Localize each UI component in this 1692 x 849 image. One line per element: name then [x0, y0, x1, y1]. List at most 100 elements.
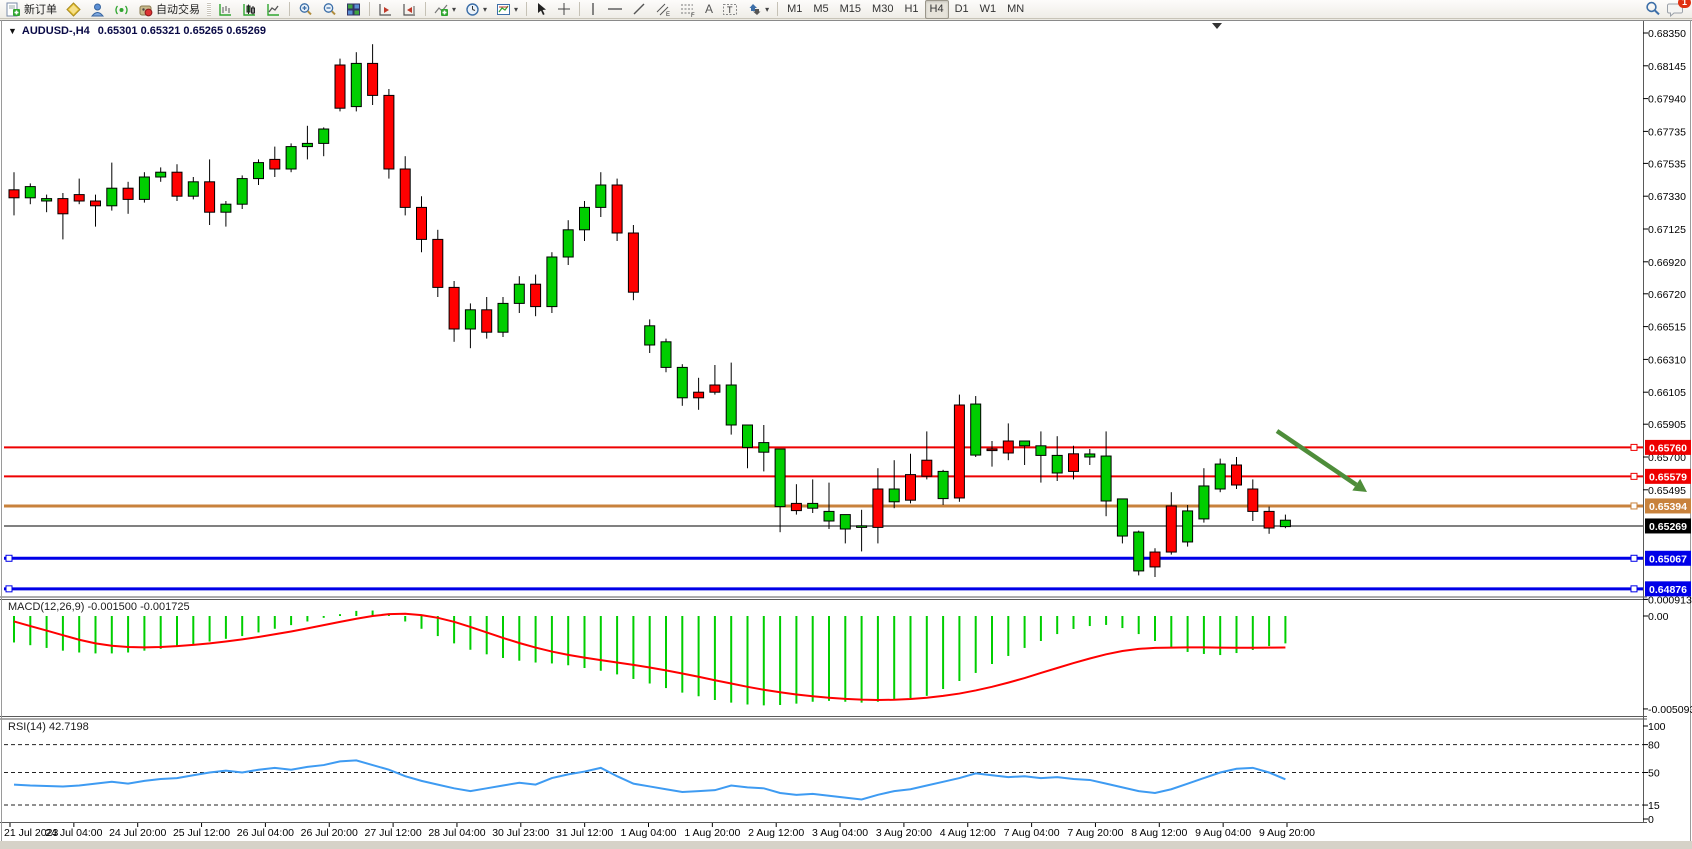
bar-chart-button[interactable]: [214, 0, 237, 19]
candle-body: [1035, 445, 1047, 456]
templates-button[interactable]: ▾: [492, 0, 522, 19]
timeframe-M1[interactable]: M1: [787, 2, 803, 15]
timeframe-H1[interactable]: H1: [904, 2, 919, 15]
line-handle: [1630, 443, 1638, 451]
candle-body: [1198, 485, 1210, 520]
time-axis-label: 3 Aug 20:00: [876, 827, 932, 839]
periods-button[interactable]: ▾: [461, 0, 491, 19]
signals-button[interactable]: [110, 0, 133, 19]
candle-body: [986, 448, 998, 452]
candle-body: [595, 184, 607, 208]
candle-body: [660, 341, 672, 368]
timeframe-D1[interactable]: D1: [954, 2, 969, 15]
candle-body: [1116, 498, 1128, 537]
candle-body: [220, 203, 232, 213]
line-handle: [1630, 472, 1638, 480]
candle-body: [742, 424, 753, 448]
time-axis-label: 26 Jul 20:00: [301, 827, 358, 839]
timeframe-H4[interactable]: H4: [924, 0, 949, 19]
notifications-button[interactable]: 1: [1667, 0, 1691, 17]
text-button[interactable]: A: [701, 0, 717, 19]
toolbar-separator: [425, 2, 426, 16]
candle-body: [921, 459, 933, 477]
timeframe-MN[interactable]: MN: [1007, 2, 1025, 15]
new-order-button[interactable]: 新订单: [2, 0, 61, 19]
fibonacci-button[interactable]: F: [676, 0, 700, 19]
dropdown-caret-icon: ▾: [452, 4, 457, 14]
zoom-out-button[interactable]: [318, 0, 341, 19]
time-axis-label: 4 Aug 12:00: [940, 827, 996, 839]
time-axis-label: 7 Aug 20:00: [1067, 827, 1123, 839]
candle-body: [383, 94, 395, 170]
cursor-button[interactable]: [531, 0, 552, 19]
line-chart-button[interactable]: [262, 0, 285, 19]
metaeditor-button[interactable]: [62, 0, 85, 19]
candle-body: [1263, 510, 1275, 529]
autotrading-button[interactable]: 自动交易: [134, 0, 204, 19]
candlestick-chart-button[interactable]: [238, 0, 261, 19]
candle-body: [497, 302, 509, 333]
candle-body: [481, 309, 493, 333]
trendline-button[interactable]: [628, 0, 650, 19]
price-badge-label: 0.65067: [1649, 553, 1687, 565]
candle-body: [73, 194, 85, 202]
person-icon: [90, 3, 105, 16]
candle-body: [888, 488, 900, 503]
candle-body: [8, 189, 20, 199]
macd-signal-line: [13, 612, 1286, 701]
price-badge-label: 0.64876: [1649, 584, 1687, 596]
macd-main-value: -0.001500: [87, 601, 138, 613]
price-badge-label: 0.65579: [1649, 471, 1687, 483]
zoom-in-icon: [299, 2, 312, 15]
symbol-timeframe-label: AUDUSD-,H4: [21, 25, 90, 37]
indicators-button[interactable]: ▾: [430, 0, 460, 19]
zoom-in-button[interactable]: [294, 0, 317, 19]
price-badge: [1645, 581, 1691, 597]
price-axis-label: 0.65495: [1648, 485, 1686, 497]
toolbar-separator: [579, 2, 581, 16]
chart-shift-button[interactable]: [398, 0, 421, 19]
chevron-down-icon[interactable]: ▼: [8, 26, 17, 36]
timeframe-W1[interactable]: W1: [979, 2, 997, 15]
zoom-out-icon: [323, 2, 336, 15]
price-axis-label: 0.66515: [1648, 322, 1686, 334]
chart-client-area: [0, 20, 1692, 849]
vertical-line-button[interactable]: [584, 0, 602, 19]
arrows-button[interactable]: ▾: [743, 0, 773, 19]
candle-body: [709, 384, 721, 393]
fibonacci-icon: F: [681, 4, 695, 17]
price-badge: [1645, 550, 1691, 566]
crosshair-button[interactable]: [553, 0, 575, 19]
text-label-button[interactable]: T: [718, 0, 742, 19]
horizontal-line-button[interactable]: [603, 0, 627, 19]
price-axis-label: 0.66105: [1648, 387, 1686, 399]
auto-scroll-button[interactable]: [374, 0, 397, 19]
mql5-community-button[interactable]: [86, 0, 109, 19]
chart-shift-icon: [403, 3, 415, 16]
timeframe-M5[interactable]: M5: [813, 2, 829, 15]
timeframe-M15[interactable]: M15: [839, 2, 862, 15]
price-badge: [1645, 498, 1691, 514]
line-handle: [1630, 585, 1638, 593]
line-handle: [5, 585, 13, 593]
time-axis-label: 8 Aug 12:00: [1131, 827, 1187, 839]
search-icon[interactable]: [1645, 1, 1661, 17]
chart-window-title: ▼ AUDUSD-,H4 0.65301 0.65321 0.65265 0.652…: [8, 25, 266, 37]
equidistant-channel-button[interactable]: E: [651, 0, 675, 19]
candle-body: [839, 514, 851, 530]
price-axis-label: 0.67125: [1648, 224, 1686, 236]
template-icon: [497, 3, 511, 15]
timeframe-M30[interactable]: M30: [872, 2, 894, 15]
price-axis-label: 0.68350: [1648, 28, 1686, 40]
candle-body: [905, 474, 916, 501]
time-axis-label: 7 Aug 04:00: [1004, 827, 1060, 839]
candle-body: [138, 176, 150, 200]
text-label-icon: T: [723, 3, 738, 15]
tile-windows-button[interactable]: [342, 0, 365, 19]
candle-body: [530, 283, 542, 308]
time-axis-label: 31 Jul 12:00: [556, 827, 613, 839]
arrow-annotation-shaft: [1275, 429, 1358, 487]
candle-body: [790, 502, 802, 512]
